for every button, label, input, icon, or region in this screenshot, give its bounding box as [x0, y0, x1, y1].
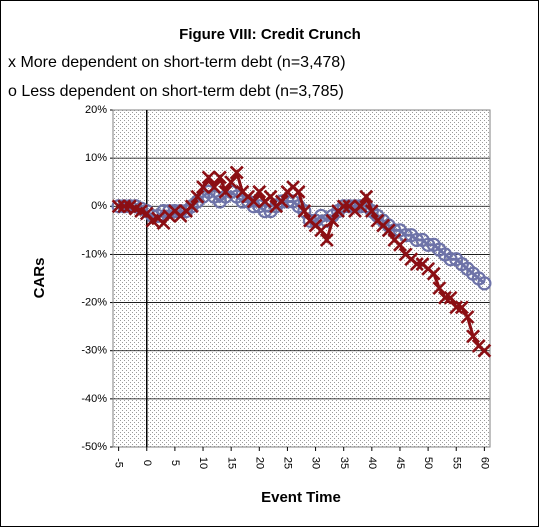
y-tick-label: -30%: [81, 345, 107, 357]
y-tick-label: 0%: [91, 200, 107, 212]
marker-x: [426, 266, 441, 281]
marker-circle: [477, 276, 492, 291]
marker-circle: [235, 194, 250, 209]
marker-x: [224, 175, 239, 190]
marker-x: [291, 184, 306, 199]
x-tick-label: 5: [169, 460, 181, 466]
x-tick-label: -5: [113, 458, 125, 468]
marker-x: [336, 199, 351, 214]
y-tick-label: 10%: [85, 152, 107, 164]
x-tick-label: 10: [197, 457, 209, 469]
x-tick-label: 40: [366, 457, 378, 469]
marker-x: [201, 170, 216, 185]
marker-circle: [443, 252, 458, 267]
marker-x: [184, 199, 199, 214]
plot-area: [113, 110, 490, 447]
marker-x: [246, 194, 261, 209]
x-tick-label: 25: [282, 457, 294, 469]
marker-x: [196, 180, 210, 194]
marker-x: [218, 184, 233, 199]
marker-x: [443, 290, 458, 305]
x-tick-label: 30: [310, 457, 322, 469]
marker-x: [229, 165, 244, 180]
x-axis-label: Event Time: [261, 489, 341, 506]
x-tick-label: 35: [338, 457, 350, 469]
marker-x: [353, 199, 368, 214]
marker-x: [466, 329, 481, 344]
marker-x: [117, 199, 132, 214]
marker-x: [359, 189, 374, 204]
marker-circle: [302, 213, 318, 228]
y-tick-label: -50%: [81, 441, 107, 453]
marker-circle: [421, 237, 436, 252]
marker-x: [477, 343, 492, 358]
marker-x: [438, 290, 452, 305]
y-tick-label: -10%: [81, 248, 107, 260]
marker-x: [111, 199, 126, 214]
marker-x: [319, 233, 334, 247]
marker-x: [449, 300, 464, 315]
x-tick-label: 20: [253, 457, 265, 469]
marker-x: [190, 189, 205, 204]
marker-x: [274, 194, 289, 209]
marker-x: [297, 204, 312, 219]
marker-x: [325, 213, 340, 228]
marker-x: [252, 184, 267, 199]
marker-x: [263, 189, 278, 204]
chart-title: Figure VIII: Credit Crunch: [179, 26, 361, 43]
plot-border: [112, 109, 491, 448]
marker-x: [364, 204, 379, 219]
y-tick-label: -40%: [81, 393, 107, 405]
marker-x: [207, 180, 222, 194]
x-tick-label: 55: [450, 457, 462, 469]
y-tick-label: -20%: [81, 296, 107, 308]
marker-x: [393, 237, 407, 252]
x-tick-label: 50: [422, 457, 434, 469]
marker-x: [460, 310, 475, 324]
x-tick-label: 60: [478, 457, 490, 469]
legend-entry: x More dependent on short-term debt (n=3…: [8, 54, 346, 71]
y-axis-label: CARs: [31, 258, 48, 299]
marker-x: [409, 257, 424, 271]
legend-entry: o Less dependent on short-term debt (n=3…: [8, 83, 344, 100]
marker-x: [314, 223, 329, 238]
x-tick-label: 15: [225, 457, 237, 469]
x-tick-label: 45: [394, 457, 406, 469]
marker-x: [212, 170, 227, 185]
marker-x: [381, 223, 396, 238]
marker-circle: [409, 232, 424, 248]
marker-x: [454, 300, 469, 315]
y-tick-label: 20%: [85, 104, 107, 116]
marker-x: [432, 281, 447, 296]
x-tick-label: 0: [141, 460, 153, 466]
